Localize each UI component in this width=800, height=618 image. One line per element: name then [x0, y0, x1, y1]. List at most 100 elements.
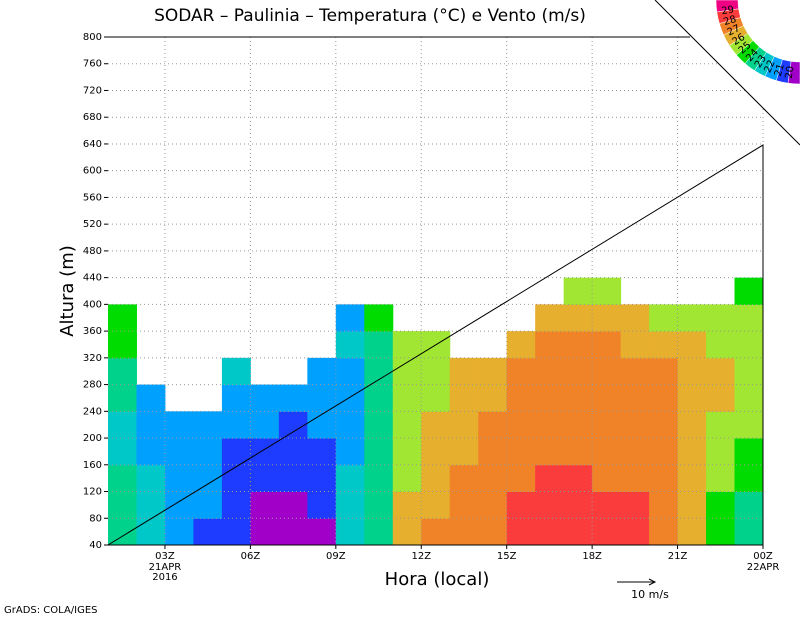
temperature-cell — [164, 491, 194, 519]
temperature-cell — [421, 357, 451, 386]
temperature-cell — [307, 384, 337, 412]
temperature-cell — [449, 438, 479, 466]
temperature-cell — [734, 331, 763, 359]
colorbar-label: 21 — [773, 63, 787, 78]
temperature-cell — [108, 438, 137, 466]
credit: GrADS: COLA/IGES — [4, 605, 98, 616]
temperature-cell — [620, 438, 650, 466]
temperature-cell — [335, 464, 365, 493]
chart-title: SODAR – Paulinia – Temperatura (°C) e Ve… — [154, 6, 586, 26]
temperature-cell — [649, 491, 679, 519]
colorbar-label: 28 — [722, 14, 737, 28]
temperature-cell — [677, 518, 707, 545]
temperature-cell — [563, 357, 593, 386]
temperature-cell — [364, 518, 394, 545]
temperature-cell — [449, 384, 479, 412]
x-tick-label: 06Z — [241, 551, 261, 562]
y-tick-label: 240 — [83, 406, 102, 417]
temperature-cell — [592, 411, 622, 439]
temperature-cell — [221, 438, 251, 466]
temperature-cell — [364, 357, 394, 386]
temperature-cell — [734, 411, 763, 439]
temperature-cell — [335, 331, 365, 359]
temperature-cell — [164, 464, 194, 493]
y-tick-label: 440 — [83, 273, 102, 284]
y-tick-label: 720 — [83, 85, 102, 96]
temperature-cell — [706, 331, 736, 359]
temperature-cell — [478, 491, 508, 519]
temperature-cell — [478, 438, 508, 466]
temperature-cell — [592, 331, 622, 359]
corner-line — [654, 0, 800, 146]
temperature-cell — [592, 464, 622, 493]
temperature-cell — [136, 491, 166, 519]
temperature-cell — [193, 518, 223, 545]
temperature-cell — [136, 411, 166, 439]
temperature-cell — [335, 357, 365, 386]
temperature-cell — [278, 491, 308, 519]
temperature-cell — [677, 464, 707, 493]
temperature-cell — [620, 331, 650, 359]
temperature-cell — [221, 518, 251, 545]
temperature-cell — [620, 464, 650, 493]
temperature-cell — [535, 384, 565, 412]
colorbar-label: 20 — [784, 65, 797, 79]
x-tick-label: 12Z — [411, 551, 431, 562]
temperature-cell — [392, 491, 422, 519]
temperature-cell — [250, 464, 280, 493]
temperature-cell — [392, 384, 422, 412]
x-axis-label: Hora (local) — [385, 569, 490, 590]
temperature-cell — [506, 331, 536, 359]
temperature-cell — [649, 331, 679, 359]
temperature-cell — [307, 411, 337, 439]
y-tick-label: 320 — [83, 353, 102, 364]
temperature-cell — [108, 491, 137, 519]
temperature-cell — [421, 491, 451, 519]
y-tick-label: 520 — [83, 219, 102, 230]
temperature-cell — [364, 464, 394, 493]
temperature-cell — [620, 384, 650, 412]
y-tick-label: 400 — [83, 299, 102, 310]
temperature-cell — [677, 491, 707, 519]
temperature-cell — [677, 331, 707, 359]
temperature-cell — [364, 411, 394, 439]
y-tick-label: 280 — [83, 380, 102, 391]
temperature-cell — [592, 438, 622, 466]
temperature-cell — [592, 491, 622, 519]
temperature-cell — [649, 411, 679, 439]
temperature-cell — [677, 384, 707, 412]
y-tick-label: 640 — [83, 139, 102, 150]
temperature-cell — [335, 304, 365, 332]
temperature-cell — [108, 518, 137, 545]
temperature-cell — [478, 411, 508, 439]
temperature-cell — [221, 464, 251, 493]
temperature-cell — [734, 357, 763, 386]
x-tick-label: 00Z — [753, 551, 773, 562]
colorbar-label: 27 — [726, 23, 742, 38]
temperature-cell — [364, 331, 394, 359]
temperature-cell — [335, 491, 365, 519]
temperature-cell — [535, 331, 565, 359]
date-label: 21APR — [149, 562, 182, 573]
temperature-cell — [108, 464, 137, 493]
temperature-cell — [734, 518, 763, 545]
temperature-cell — [478, 384, 508, 412]
temperature-cell — [706, 464, 736, 493]
colorbar-segment — [787, 61, 800, 85]
temperature-cell — [108, 384, 137, 412]
y-tick-label: 120 — [83, 487, 102, 498]
temperature-cell — [193, 438, 223, 466]
temperature-cell — [706, 357, 736, 386]
temperature-cell — [364, 384, 394, 412]
temperature-cell — [449, 464, 479, 493]
x-tick-label: 03Z — [155, 551, 175, 562]
temperature-cell — [620, 518, 650, 545]
temperature-cell — [563, 304, 593, 332]
temperature-cell — [278, 464, 308, 493]
x-tick-label: 15Z — [497, 551, 517, 562]
y-tick-label: 680 — [83, 112, 102, 123]
date-label: 22APR — [747, 562, 780, 573]
temperature-cell — [620, 304, 650, 332]
temperature-cell — [563, 518, 593, 545]
